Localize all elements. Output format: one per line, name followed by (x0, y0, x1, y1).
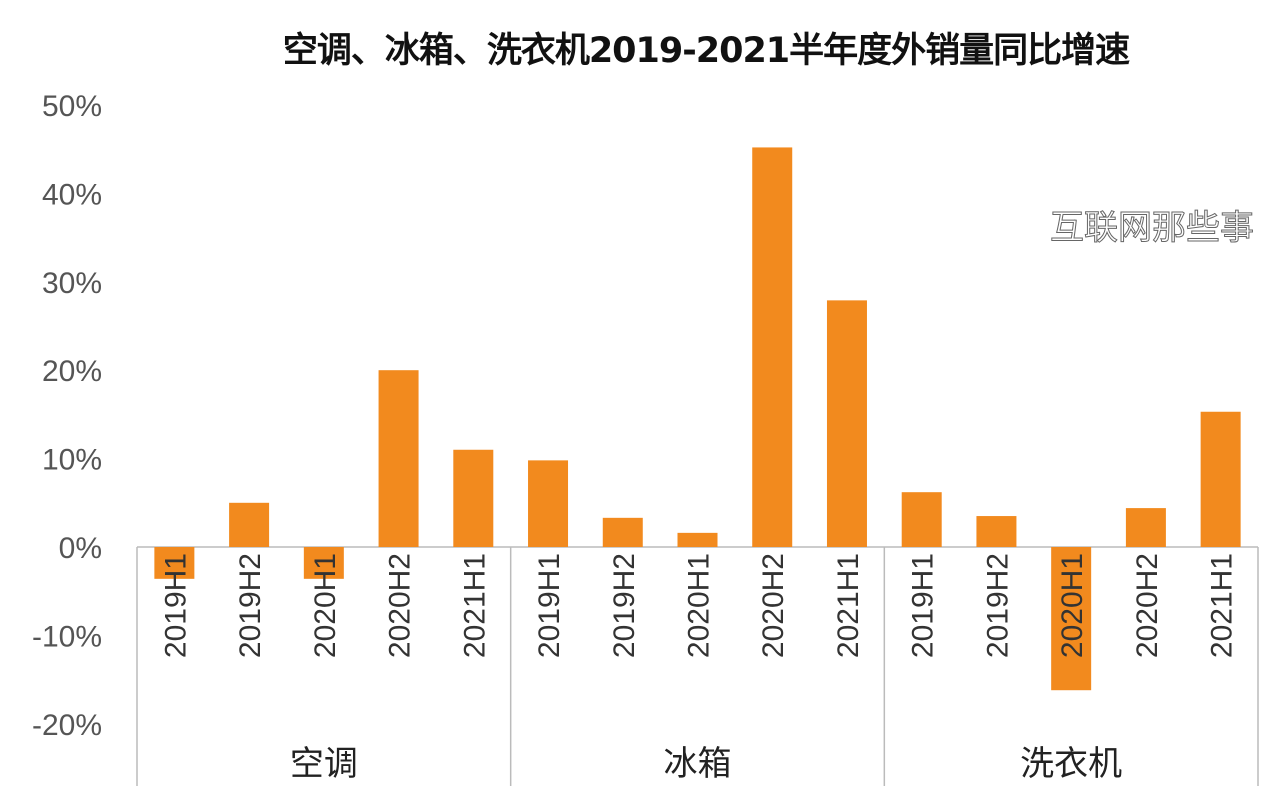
bar (1200, 411, 1241, 547)
y-tick-label: 20% (42, 355, 102, 388)
group-label: 空调 (290, 744, 358, 784)
category-label: 2020H2 (1131, 553, 1164, 658)
bar (154, 547, 195, 579)
category-label: 2019H2 (234, 553, 267, 658)
category-label: 2019H1 (159, 553, 192, 658)
category-label: 2019H1 (907, 553, 940, 658)
category-label: 2019H2 (608, 553, 641, 658)
bar (677, 532, 718, 547)
bar (303, 547, 344, 579)
y-tick-label: 30% (42, 267, 102, 300)
category-label: 2020H1 (309, 553, 342, 658)
group-label: 洗衣机 (1020, 744, 1122, 784)
category-label: 2021H1 (458, 553, 491, 658)
y-tick-label: 40% (42, 178, 102, 211)
bar (378, 370, 419, 547)
bar (826, 300, 867, 547)
category-label: 2019H2 (981, 553, 1014, 658)
category-label: 2020H1 (1056, 553, 1089, 658)
category-label: 2020H1 (683, 553, 716, 658)
watermark: 互联网那些事 (1050, 208, 1255, 249)
y-tick-label: 0% (59, 532, 102, 565)
y-tick-label: -10% (32, 620, 102, 653)
category-label: 2020H2 (757, 553, 790, 658)
y-tick-label: -20% (32, 709, 102, 742)
bar (1125, 508, 1166, 547)
category-label: 2020H2 (384, 553, 417, 658)
bar (229, 502, 270, 547)
category-label: 2021H1 (832, 553, 865, 658)
bar (901, 492, 942, 547)
category-label: 2021H1 (1206, 553, 1239, 658)
group-label: 冰箱 (664, 744, 732, 784)
bar (528, 460, 569, 547)
bar (453, 449, 494, 547)
y-tick-label: 50% (42, 90, 102, 123)
y-tick-label: 10% (42, 444, 102, 477)
bar (976, 516, 1017, 547)
bar (752, 147, 793, 547)
bar (602, 517, 643, 547)
bar (1051, 547, 1092, 691)
chart-title: 空调、冰箱、洗衣机2019-2021半年度外销量同比增速 (282, 31, 1130, 71)
category-label: 2019H1 (533, 553, 566, 658)
